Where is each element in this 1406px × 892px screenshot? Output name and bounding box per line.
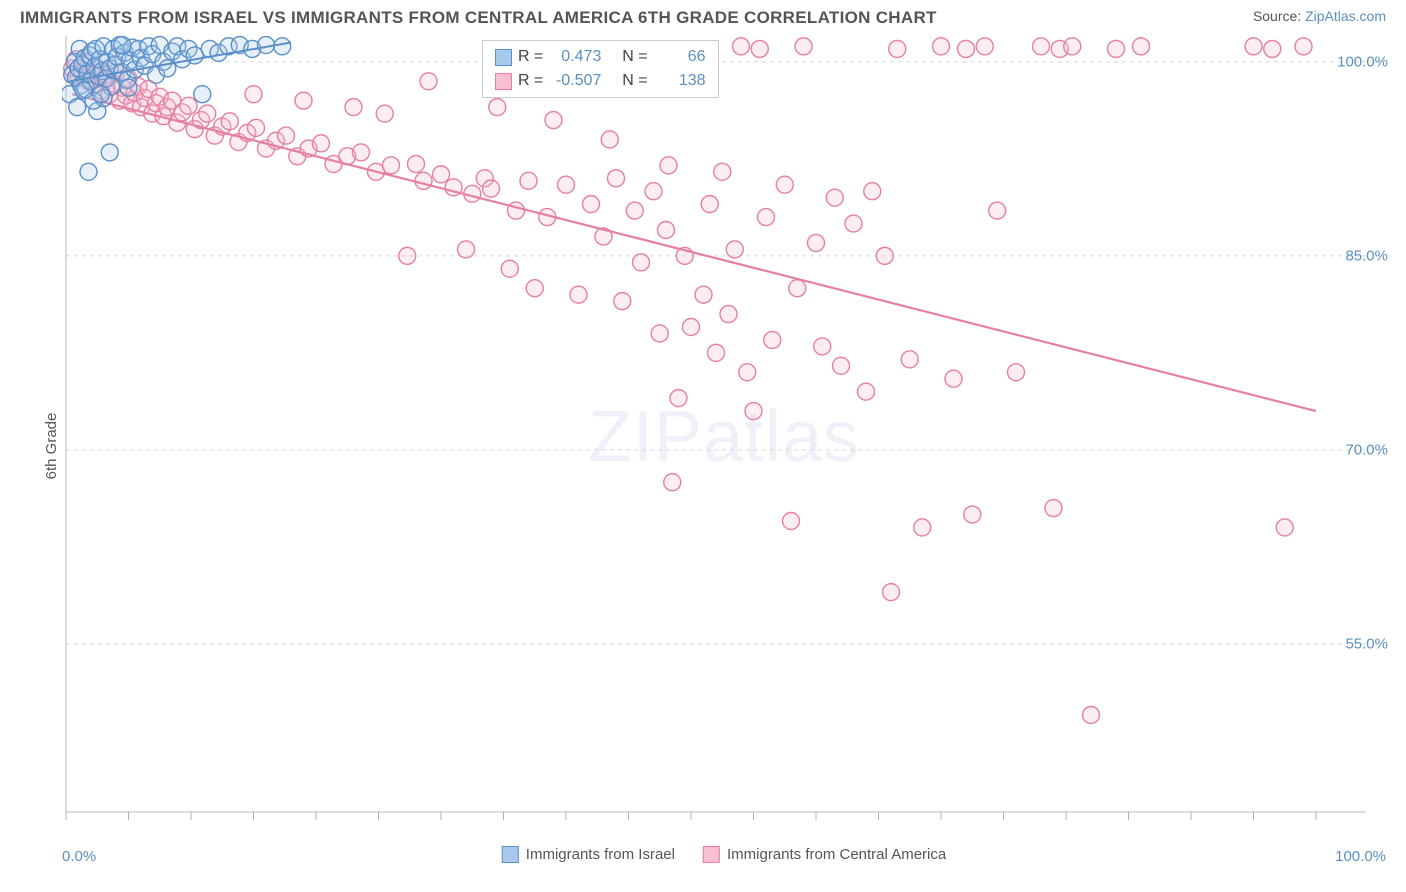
bottom-legend-label-0: Immigrants from Israel [526,846,675,863]
stats-r-value-0: 0.473 [549,48,601,66]
bottom-legend-label-1: Immigrants from Central America [727,846,946,863]
x-axis-max-label: 100.0% [1335,848,1386,865]
scatter-plot [62,32,1386,842]
chart-area: ZIPatlas R = 0.473 N = 66 R = -0.507 N =… [62,32,1386,842]
bottom-legend: Immigrants from Israel Immigrants from C… [502,846,946,863]
y-tick-label: 55.0% [1345,635,1388,652]
stats-n-label-1: N = [622,72,647,90]
stats-n-label-0: N = [622,48,647,66]
y-tick-label: 85.0% [1345,247,1388,264]
bottom-legend-item-0: Immigrants from Israel [502,846,675,863]
y-tick-label: 70.0% [1345,441,1388,458]
bottom-legend-swatch-1 [703,846,720,863]
stats-legend: R = 0.473 N = 66 R = -0.507 N = 138 [482,40,719,98]
chart-header: IMMIGRANTS FROM ISRAEL VS IMMIGRANTS FRO… [0,0,1406,32]
source-attribution: Source: ZipAtlas.com [1253,8,1386,24]
y-axis-label: 6th Grade [43,413,60,480]
x-axis-min-label: 0.0% [62,848,96,865]
stats-n-value-1: 138 [654,72,706,90]
bottom-legend-swatch-0 [502,846,519,863]
stats-r-value-1: -0.507 [549,72,601,90]
stats-r-label-1: R = [518,72,543,90]
chart-title: IMMIGRANTS FROM ISRAEL VS IMMIGRANTS FRO… [20,8,937,28]
x-axis-row: 0.0% 100.0% Immigrants from Israel Immig… [62,842,1386,872]
bottom-legend-item-1: Immigrants from Central America [703,846,946,863]
legend-swatch-1 [495,73,512,90]
stats-n-value-0: 66 [654,48,706,66]
legend-swatch-0 [495,49,512,66]
source-prefix: Source: [1253,8,1305,24]
stats-row-0: R = 0.473 N = 66 [495,45,706,69]
y-tick-label: 100.0% [1337,53,1388,70]
stats-row-1: R = -0.507 N = 138 [495,69,706,93]
source-link[interactable]: ZipAtlas.com [1305,8,1386,24]
stats-r-label-0: R = [518,48,543,66]
